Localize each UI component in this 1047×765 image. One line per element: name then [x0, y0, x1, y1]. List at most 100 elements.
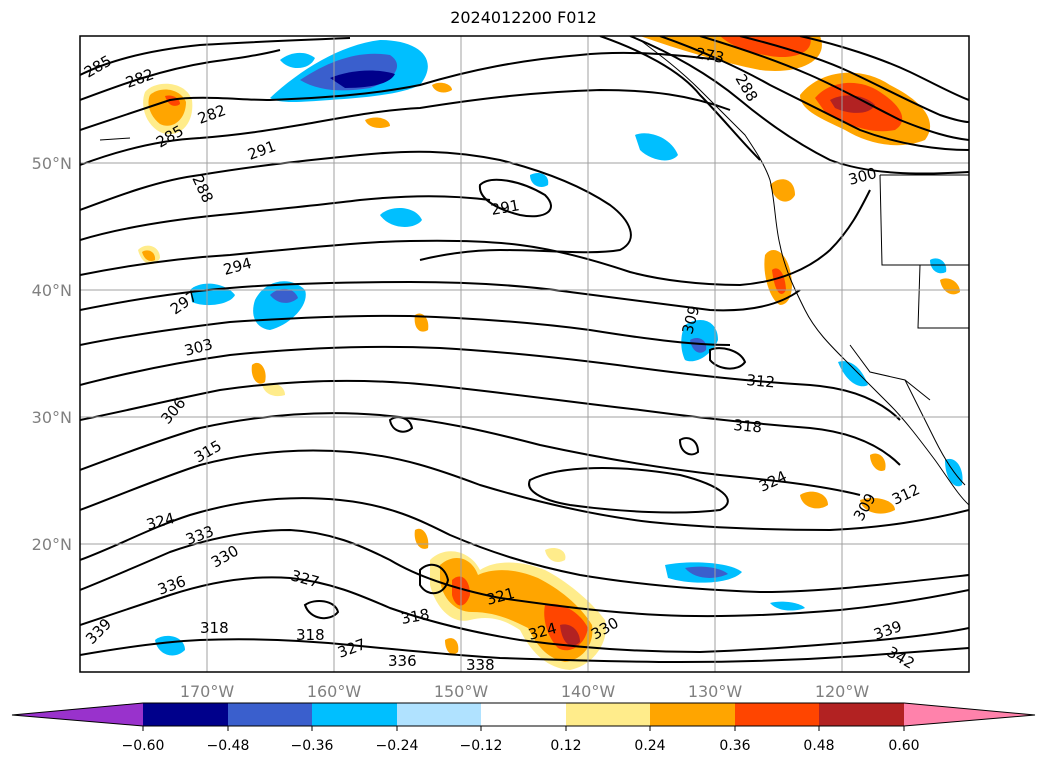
contour-line [80, 576, 969, 654]
lon-tick-labels: 170°W 160°W 150°W 140°W 130°W 120°W [180, 682, 870, 701]
colorbar-label: −0.12 [460, 738, 503, 754]
contour-line [599, 36, 761, 161]
contour-label: 318 [400, 605, 431, 628]
lon-tick-label: 150°W [434, 682, 489, 701]
lat-tick-label: 40°N [32, 281, 72, 300]
lon-tick-label: 160°W [307, 682, 362, 701]
colorbar-label: 0.60 [888, 738, 919, 754]
contour-line [80, 150, 632, 261]
contour-line [528, 467, 729, 514]
contour-label: 291 [490, 196, 521, 219]
shade-positive [165, 95, 180, 106]
shade-negative [380, 208, 422, 227]
colorbar-label: −0.48 [207, 738, 250, 754]
lat-tick-label: 30°N [32, 408, 72, 427]
contour-line [80, 49, 281, 101]
shade-negative [930, 258, 947, 274]
colorbar-label: 0.36 [719, 738, 750, 754]
contour-label: 318 [296, 626, 325, 644]
contour-label: 338 [466, 656, 495, 674]
contour-line [80, 37, 351, 76]
shade-positive [830, 95, 875, 113]
shade-negative [330, 70, 395, 88]
colorbar-bin [650, 703, 735, 726]
shade-negative [280, 52, 315, 69]
shade-negative [770, 601, 805, 611]
chart-title: 2024012200 F012 [450, 8, 597, 27]
shade-positive [770, 179, 795, 202]
contour-line [80, 449, 969, 532]
map-frame [79, 35, 970, 673]
contour-line [80, 51, 721, 131]
contour-line [80, 189, 871, 287]
contour-lines [80, 36, 969, 664]
shade-positive [432, 82, 452, 93]
colorbar-label: 0.48 [803, 738, 834, 754]
contour-line [629, 36, 969, 175]
shade-positive [870, 453, 886, 471]
gridlines [80, 36, 969, 672]
colorbar-label: 0.12 [550, 738, 581, 754]
shade-negative [838, 361, 868, 387]
coastlines [99, 39, 969, 506]
shade-positive [445, 638, 459, 655]
contour-line [80, 379, 901, 466]
shade-positive [365, 117, 390, 128]
colorbar-bin [735, 703, 819, 726]
contour-line [478, 178, 552, 218]
contour-line [80, 345, 901, 421]
colorbar-bin [228, 703, 312, 726]
shade-positive [800, 491, 828, 509]
contour-line [699, 36, 969, 141]
colorbar-bin [312, 703, 397, 726]
lon-tick-label: 130°W [688, 682, 743, 701]
contour-line [80, 497, 969, 594]
colorbar-bin [481, 703, 566, 726]
colorbar-bin [397, 703, 481, 726]
lon-tick-label: 120°W [815, 682, 870, 701]
lon-tick-label: 170°W [180, 682, 235, 701]
contour-line [80, 412, 861, 496]
contour-line [678, 437, 700, 456]
contour-label: 336 [388, 652, 417, 670]
contour-line [709, 347, 747, 370]
shade-negative [530, 173, 549, 187]
colorbar-label: −0.60 [122, 738, 165, 754]
colorbar: −0.60 −0.48 −0.36 −0.24 −0.12 0.12 0.24 … [11, 702, 1036, 754]
colorbar-bin [143, 703, 228, 726]
shade-negative [685, 566, 728, 578]
shade-negative [635, 133, 678, 161]
border-line [917, 264, 969, 329]
contour-label: 318 [200, 619, 229, 637]
shade-positive [772, 268, 786, 294]
colorbar-label: −0.36 [291, 738, 334, 754]
lat-tick-labels: 50°N 40°N 30°N 20°N [32, 154, 72, 554]
contour-line [419, 563, 450, 595]
colorbar-label: 0.24 [634, 738, 665, 754]
colorbar-ticks [142, 726, 905, 731]
lon-tick-label: 140°W [561, 682, 616, 701]
colorbar-bin [819, 703, 904, 726]
shade-positive [860, 498, 895, 514]
contour-line [799, 36, 969, 101]
shade-positive [414, 313, 429, 332]
colorbar-label: −0.24 [376, 738, 419, 754]
contour-line [80, 195, 491, 241]
lat-tick-label: 20°N [32, 535, 72, 554]
shade-negative [270, 288, 298, 303]
contour-line [80, 528, 969, 618]
shade-negative [690, 338, 707, 353]
coastline [904, 379, 966, 486]
contour-line [739, 36, 969, 123]
contour-line [80, 88, 731, 166]
shade-positive [560, 624, 580, 646]
coastline [639, 39, 969, 506]
contour-line [303, 599, 340, 620]
shade-positive [262, 383, 285, 397]
contour-line [659, 36, 969, 151]
shade-positive [545, 548, 566, 562]
contour-label: 273 [694, 44, 725, 67]
colorbar-extend-high [904, 703, 1035, 726]
contour-line [80, 314, 731, 346]
